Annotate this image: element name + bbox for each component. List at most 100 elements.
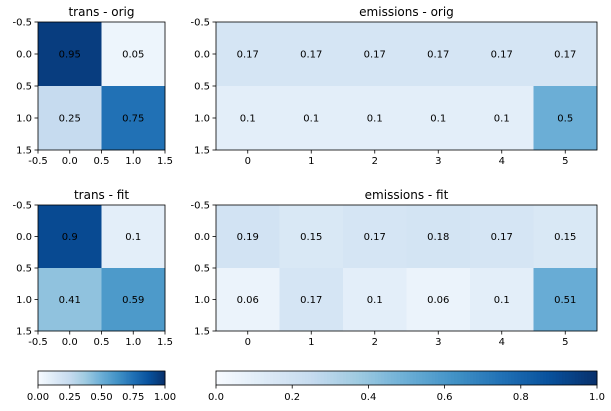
colorbar-tick-label: 0.2 [284,392,300,403]
colorbar-segment [450,371,455,385]
colorbar-segment [238,371,242,385]
x-tick-label: 0.5 [94,156,110,167]
colorbar-segment [129,371,131,385]
colorbar-segment [137,371,140,385]
colorbar-segment [90,371,93,385]
colorbar-segment [257,371,261,385]
colorbar-segment [120,371,123,385]
y-tick-label: 1.5 [16,146,32,157]
colorbar-segment [228,371,233,385]
colorbar-segment [485,371,490,385]
colorbar-segment [295,371,300,385]
y-tick-label: 1.0 [16,295,32,306]
x-tick-label: 2 [372,337,378,348]
colorbar-segment [157,371,160,385]
colorbar-segment [55,371,58,385]
x-tick-label: -0.5 [28,337,48,348]
cell-value-label: 0.17 [364,232,386,243]
colorbar-segment [422,371,427,385]
colorbar-segment [590,371,595,385]
cell-value-label: 0.5 [557,114,573,125]
colorbar-segment [508,371,512,385]
heatmap-cell [406,22,471,87]
colorbar-segment [70,371,73,385]
chart-title: emissions - orig [359,5,454,19]
colorbar-segment [381,371,385,385]
colorbar-tick-label: 0.6 [437,392,453,403]
colorbar-segment [273,371,277,385]
x-tick-label: 1.0 [125,156,141,167]
cell-value-label: 0.1 [367,114,383,125]
colorbar-segment [333,371,338,385]
colorbar-segment [140,371,143,385]
colorbar-segment [86,371,89,385]
colorbar-segment [63,371,65,385]
y-tick-label: 1.5 [194,327,210,338]
cell-value-label: 0.51 [554,295,576,306]
colorbar-segment [152,371,154,385]
colorbar-segment [79,371,81,385]
colorbar-segment [311,371,315,385]
heatmap-cell [533,86,598,151]
colorbar-segment [584,371,588,385]
colorbar-segment [64,371,67,385]
colorbar-segment [121,371,124,385]
colorbar-segment [492,371,496,385]
colorbar-segment [141,371,144,385]
chart-title: trans - fit [74,188,129,202]
colorbar-tick-label: 0.4 [360,392,376,403]
colorbar-segment [406,371,411,385]
colorbar-segment [444,371,449,385]
colorbar-segment [138,371,141,385]
y-tick-label: -0.5 [190,201,210,212]
colorbar-segment [412,371,417,385]
colorbar-segment [574,371,579,385]
colorbar-segment [581,371,585,385]
colorbar-segment [263,371,268,385]
colorbar-segment [549,371,554,385]
heatmap-cell [38,22,102,87]
colorbar-segment [384,371,388,385]
colorbar-segment [365,371,369,385]
colorbar-segment [568,371,573,385]
colorbar-segment [127,371,130,385]
heatmap-cell [216,268,280,332]
colorbar-segment [314,371,319,385]
x-tick-label: 3 [435,156,441,167]
cell-value-label: 0.1 [240,114,256,125]
heatmap-cell [470,22,534,87]
colorbar-segment [144,371,147,385]
colorbar-segment [53,371,56,385]
colorbar-segment [159,371,162,385]
colorbar-segment [106,371,109,385]
colorbar-segment [552,371,557,385]
colorbar-tick-label: 0.75 [122,392,144,403]
y-tick-label: 0.0 [194,50,210,61]
heatmap-cell [343,268,407,332]
colorbar-segment [435,371,439,385]
colorbar-segment [387,371,392,385]
colorbar-segment [511,371,515,385]
colorbar-segment [67,371,70,385]
colorbar-segment [301,371,306,385]
heatmap-cell [470,268,534,332]
colorbar-segment [320,371,325,385]
colorbar-segment [403,371,407,385]
cell-value-label: 0.19 [237,232,259,243]
x-tick-label: 1.0 [125,337,141,348]
x-tick-label: 0.0 [62,156,78,167]
cell-value-label: 0.17 [427,50,449,61]
heatmap-cell [406,86,471,151]
cell-value-label: 0.17 [237,50,259,61]
y-tick-label: 0.0 [194,232,210,243]
heatmap-cell [533,205,598,269]
y-tick-label: 0.5 [16,82,32,93]
colorbar-segment [49,371,52,385]
cell-value-label: 0.05 [122,50,144,61]
cell-value-label: 0.1 [494,114,510,125]
colorbar-segment [101,371,104,385]
colorbar-segment [457,371,461,385]
colorbar-segment [153,371,155,385]
x-tick-label: 5 [562,156,568,167]
colorbar-segment [50,371,53,385]
